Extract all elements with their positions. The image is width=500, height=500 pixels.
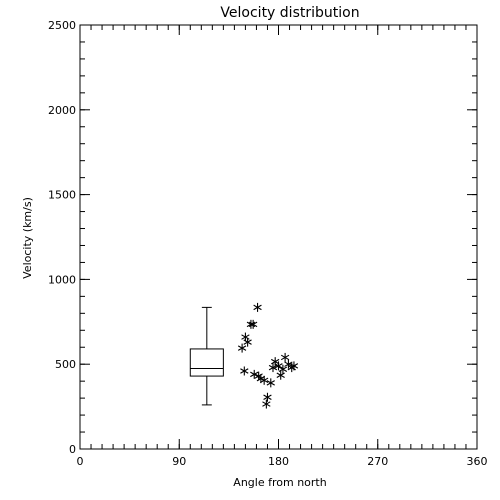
x-tick-label: 90: [172, 455, 186, 468]
data-point: [248, 319, 258, 329]
x-tick-label: 180: [268, 455, 289, 468]
y-axis-label: Velocity (km/s): [21, 197, 34, 279]
data-point: [243, 337, 252, 347]
axis-ticks: 0 90 180 270 360 0 500 1000 1500 2000 2500: [48, 19, 488, 468]
chart-title: Velocity distribution: [220, 5, 359, 21]
data-point: [253, 302, 262, 312]
x-tick-label: 0: [77, 455, 84, 468]
x-tick-label: 360: [467, 455, 488, 468]
y-tick-label: 1000: [48, 273, 76, 286]
scatter-points: [237, 302, 299, 409]
data-point: [271, 357, 280, 367]
y-tick-label: 2500: [48, 19, 76, 32]
data-point: [240, 366, 249, 376]
plot-frame: [79, 24, 478, 450]
x-axis-label: Angle from north: [233, 476, 326, 489]
y-tick-label: 500: [55, 358, 76, 371]
boxplot: [189, 306, 224, 406]
data-point: [280, 352, 290, 362]
data-point: [237, 343, 247, 353]
data-point: [250, 369, 259, 379]
data-point: [266, 378, 275, 388]
data-point: [259, 375, 269, 385]
data-point: [274, 361, 283, 371]
y-tick-label: 1500: [48, 189, 76, 202]
y-tick-label: 2000: [48, 104, 76, 117]
box-iqr: [189, 348, 224, 377]
data-point: [262, 399, 271, 409]
data-point: [263, 392, 272, 402]
y-tick-label: 0: [69, 443, 76, 456]
data-point: [289, 361, 299, 371]
data-point: [284, 359, 293, 369]
data-point: [278, 364, 288, 374]
x-tick-label: 270: [367, 455, 388, 468]
